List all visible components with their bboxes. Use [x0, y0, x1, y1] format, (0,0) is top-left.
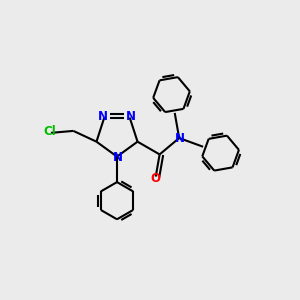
Text: N: N — [112, 151, 123, 164]
Text: N: N — [98, 110, 108, 123]
Text: N: N — [175, 131, 185, 145]
Text: O: O — [151, 172, 161, 185]
Text: N: N — [126, 110, 136, 123]
Text: Cl: Cl — [43, 125, 56, 138]
